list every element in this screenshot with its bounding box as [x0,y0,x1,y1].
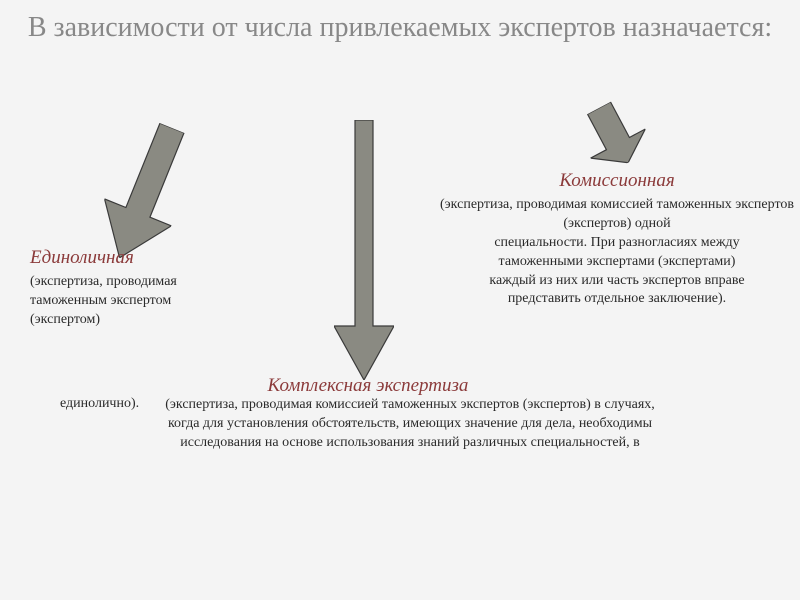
left-tail-text: единолично). [60,396,139,411]
left-block: Единоличная (экспертиза, проводимая тамо… [30,247,200,330]
arrow-center [334,120,394,380]
left-text: (экспертиза, проводимая таможенным экспе… [30,273,200,330]
center-heading: Комплексная экспертиза [198,375,538,397]
page-title: В зависимости от числа привлекаемых эксп… [0,10,800,46]
arrow-right [572,93,656,177]
bottom-block: единолично). (экспертиза, проводимая ком… [60,395,760,453]
right-block: Комиссионная (экспертиза, проводимая ком… [432,170,800,309]
bottom-text: (экспертиза, проводимая комиссией таможе… [60,396,760,453]
center-block: Комплексная экспертиза [198,375,538,397]
left-heading: Единоличная [30,247,200,269]
right-heading: Комиссионная [432,170,800,192]
right-text: (экспертиза, проводимая комиссией таможе… [432,196,800,309]
